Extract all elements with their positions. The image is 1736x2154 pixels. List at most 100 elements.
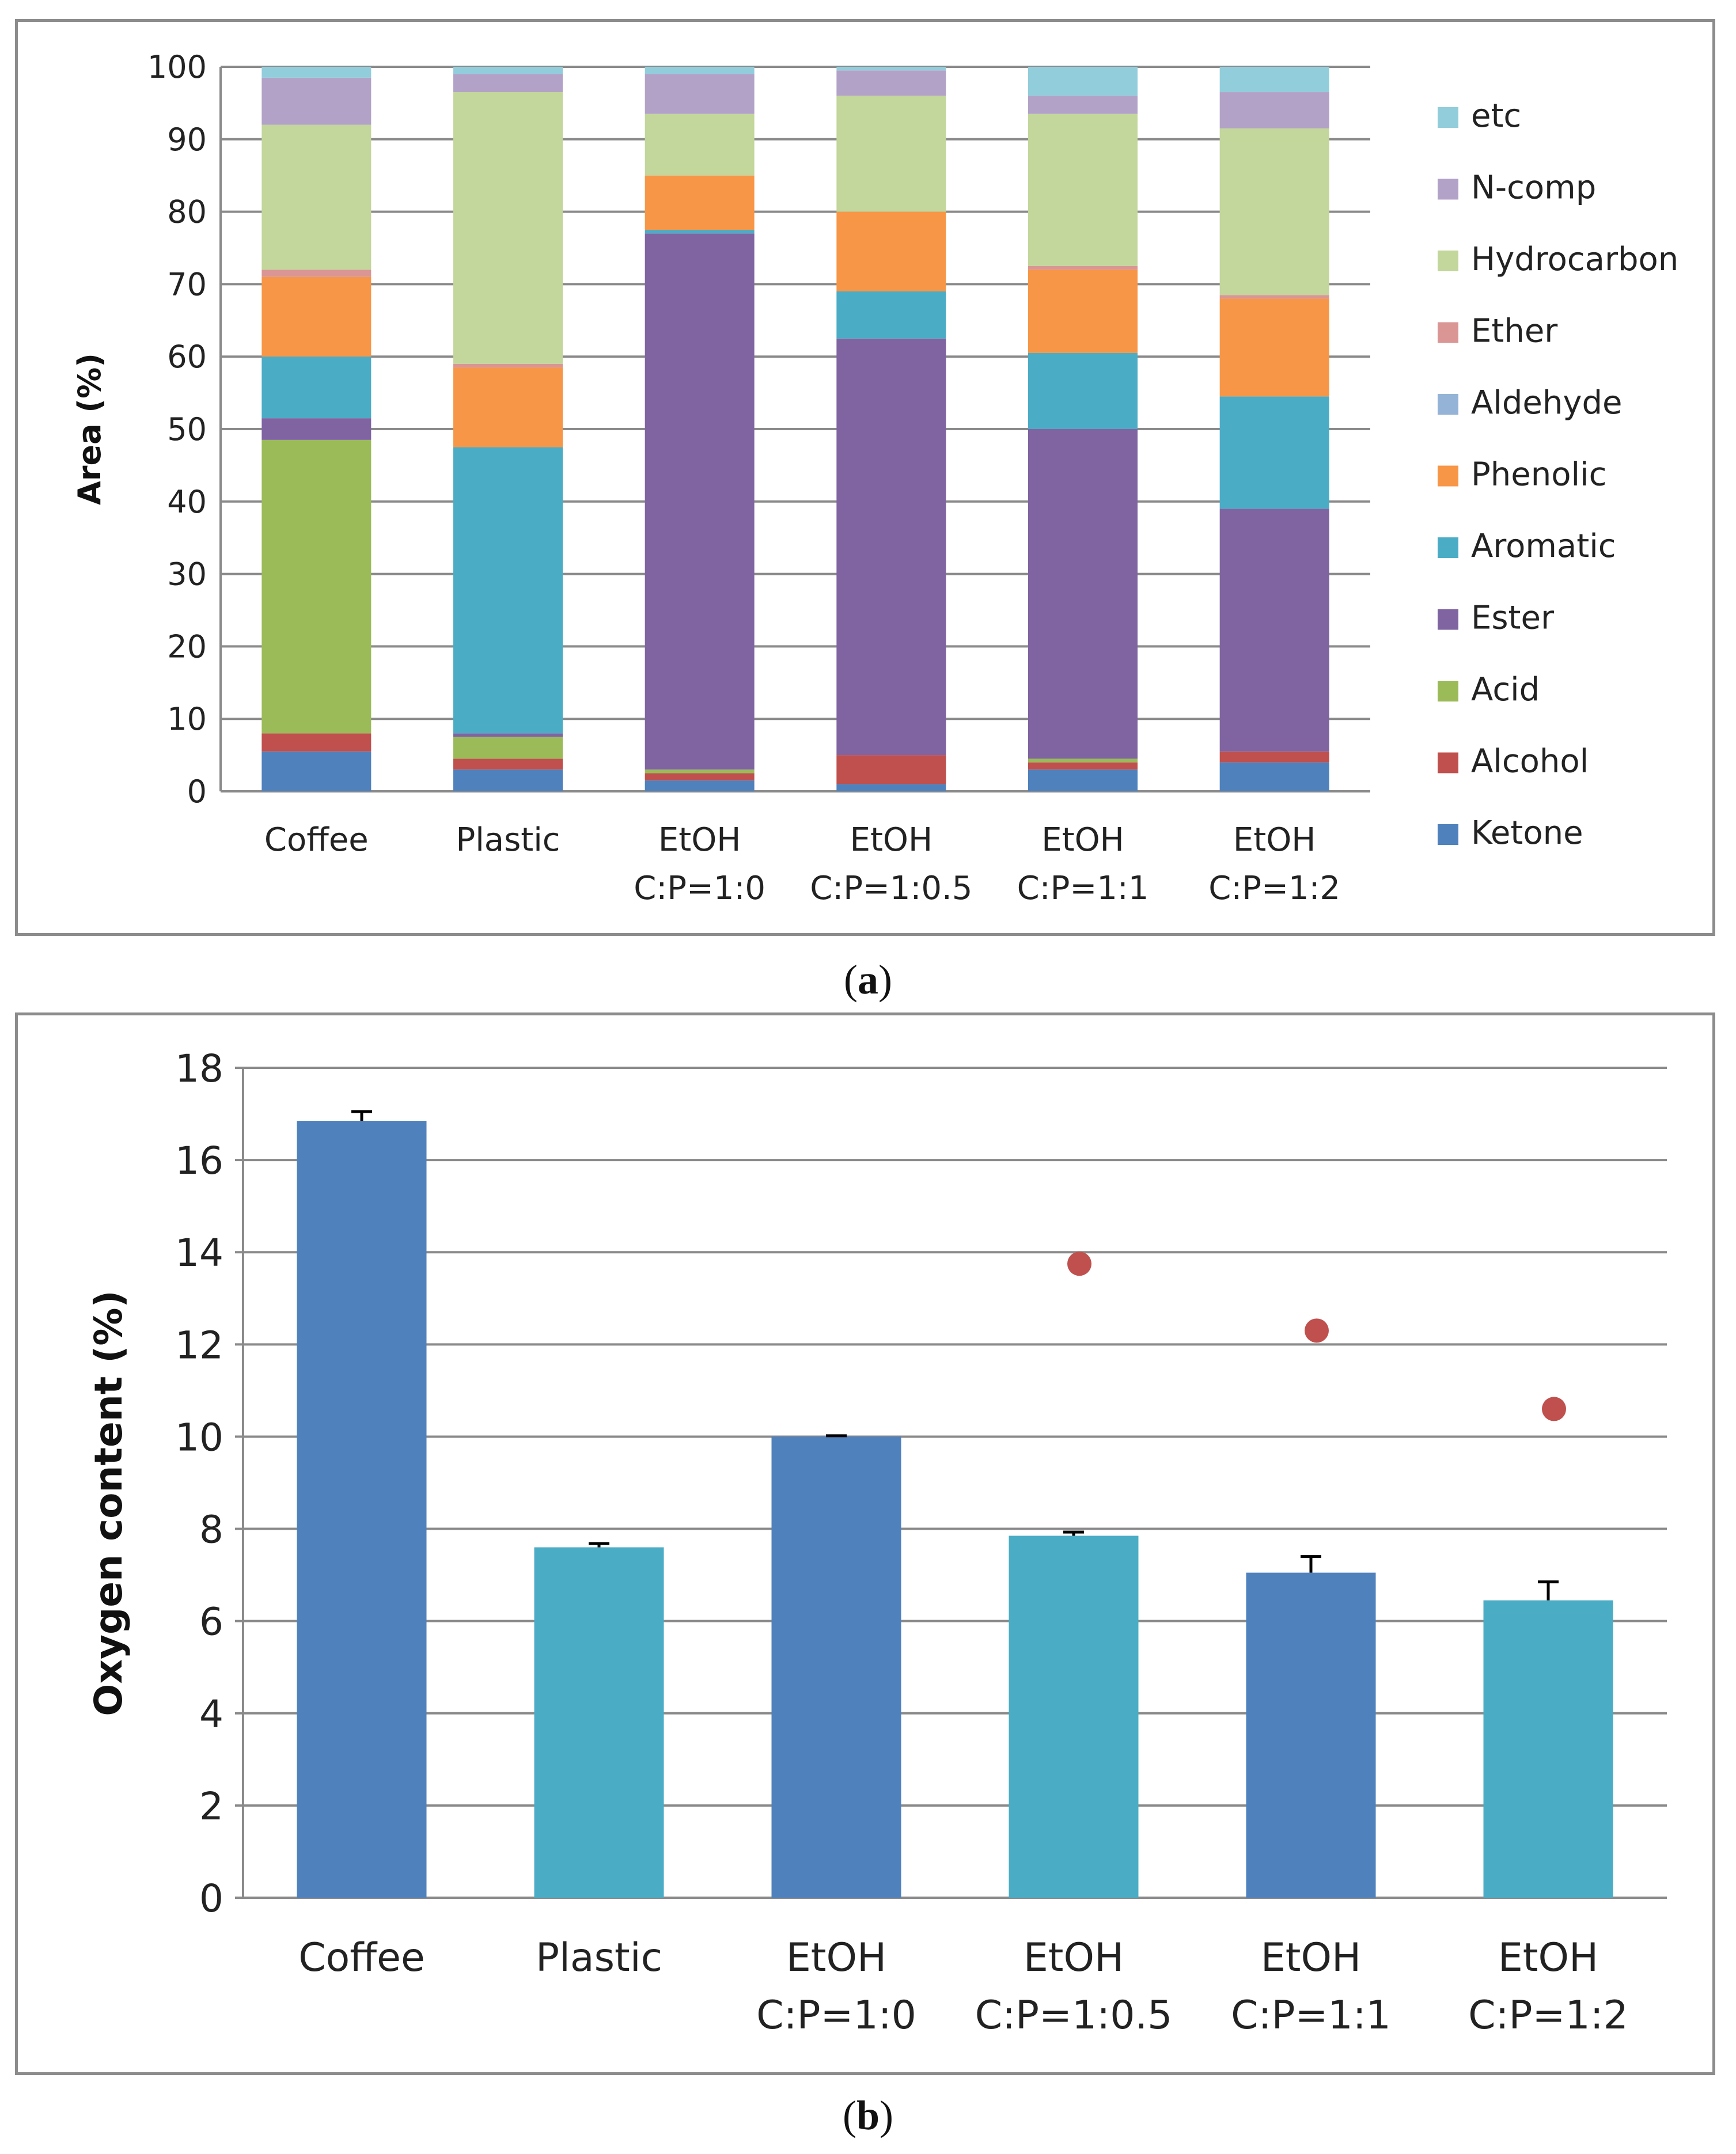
- x-tick-label: C:P=1:1: [1231, 1993, 1391, 2038]
- legend-label: Hydrocarbon: [1471, 241, 1678, 278]
- bar-segment-ester: [836, 338, 946, 756]
- bar-segment-acid: [1028, 759, 1138, 763]
- data-point: [1067, 1252, 1091, 1276]
- bar-segment-alcohol: [453, 759, 563, 770]
- y-tick-label: 30: [167, 556, 207, 593]
- stacked-bar-chart-panel: 0 10 20 30 40 50 60 70 80 90 100 Coffee Plastic EtOH C…: [15, 19, 1715, 936]
- y-axis-label: Area (%): [71, 353, 108, 505]
- bar-segment-ether: [453, 363, 563, 368]
- x-tick-label: C:P=1:0.5: [975, 1993, 1173, 2038]
- legend-label: Aromatic: [1471, 528, 1616, 565]
- y-tick-label: 14: [175, 1231, 223, 1275]
- y-tick-label: 0: [187, 773, 207, 810]
- bar-segment-aromatic: [836, 291, 946, 339]
- bar-segment-ketone: [261, 751, 372, 791]
- bar-segment-etc: [645, 67, 755, 74]
- bar-segment-etc: [453, 67, 563, 74]
- y-tick-label: 18: [175, 1046, 223, 1091]
- bar: [1483, 1600, 1613, 1898]
- y-axis-label: Oxygen content (%): [86, 1290, 131, 1716]
- y-tick-label: 10: [175, 1415, 223, 1459]
- bar-segment-ketone: [1219, 762, 1329, 791]
- caption-b-letter: b: [856, 2092, 880, 2138]
- bar-segment-n-comp: [645, 74, 755, 114]
- x-tick-label: EtOH: [1261, 1935, 1361, 1981]
- y-tick-label: 40: [167, 484, 207, 520]
- y-tick-label: 4: [199, 1692, 223, 1736]
- legend-label: Acid: [1471, 671, 1540, 708]
- legend-swatch: [1438, 107, 1458, 128]
- x-tick-label: C:P=1:0.5: [810, 870, 972, 907]
- legend-label: etc: [1471, 97, 1521, 135]
- bar-segment-alcohol: [1028, 762, 1138, 770]
- legend-swatch: [1438, 394, 1458, 415]
- stacked-bar-chart: 0 10 20 30 40 50 60 70 80 90 100 Coffee Plastic EtOH C…: [71, 49, 1678, 907]
- x-tick-label: C:P=1:2: [1208, 870, 1340, 907]
- bar-segment-phenolic: [836, 211, 946, 291]
- caption-a-letter: a: [858, 957, 878, 1003]
- caption-b: (b): [842, 2092, 893, 2138]
- bar-segment-phenolic: [645, 175, 755, 230]
- bar-segment-n-comp: [453, 74, 563, 93]
- y-tick-label: 10: [167, 701, 207, 737]
- bar-segment-n-comp: [836, 70, 946, 96]
- bar-segment-hydrocarbon: [836, 96, 946, 212]
- x-tick-label: EtOH: [1498, 1935, 1598, 1981]
- legend-swatch: [1438, 824, 1458, 845]
- bar: [1246, 1572, 1376, 1898]
- bar: [297, 1121, 427, 1898]
- bar-segment-aromatic: [453, 447, 563, 734]
- bar-segment-etc: [1028, 67, 1138, 96]
- bar-segment-acid: [645, 769, 755, 773]
- y-tick-label: 60: [167, 339, 207, 375]
- bar-segment-ester: [1219, 509, 1329, 752]
- bar-segment-ester: [453, 733, 563, 737]
- x-tick-label: EtOH: [658, 821, 741, 859]
- bar-segment-alcohol: [1219, 751, 1329, 763]
- legend-swatch: [1438, 465, 1458, 487]
- x-tick-label: Plastic: [536, 1935, 662, 1981]
- bar-segment-phenolic: [453, 367, 563, 448]
- bar-segment-alcohol: [645, 773, 755, 781]
- bar: [771, 1436, 901, 1898]
- bar: [1009, 1535, 1139, 1898]
- bar-segment-hydrocarbon: [453, 92, 563, 364]
- bar-segment-acid: [453, 737, 563, 759]
- legend-label: Alcohol: [1471, 743, 1589, 780]
- x-tick-label: EtOH: [1041, 821, 1124, 859]
- bar-segment-etc: [1219, 67, 1329, 93]
- data-point: [1305, 1318, 1329, 1343]
- y-tick-label: 12: [175, 1323, 223, 1367]
- x-tick-label: C:P=1:0: [756, 1993, 916, 2038]
- y-tick-label: 50: [167, 411, 207, 448]
- legend-swatch: [1438, 609, 1458, 630]
- bar-segment-etc: [836, 67, 946, 71]
- bar-segment-ester: [1028, 429, 1138, 759]
- legend-label: Ketone: [1471, 814, 1583, 852]
- legend-swatch: [1438, 752, 1458, 773]
- oxygen-bar-chart-panel: 0 2 4 6 8 10 12 14 16 18 Coffee Plastic EtOH C:P=1:0 E…: [15, 1012, 1715, 2075]
- bar-segment-ester: [261, 418, 372, 440]
- bar-segment-aromatic: [1219, 396, 1329, 509]
- legend-swatch: [1438, 537, 1458, 558]
- x-tick-label: EtOH: [1233, 821, 1316, 859]
- bar-segment-etc: [261, 67, 372, 78]
- y-tick-label: 0: [199, 1876, 223, 1921]
- bar: [534, 1547, 664, 1898]
- bar-segment-alcohol: [261, 733, 372, 752]
- y-tick-label: 8: [199, 1508, 223, 1552]
- x-tick-label: Coffee: [264, 821, 369, 859]
- legend-swatch: [1438, 251, 1458, 271]
- bar-segment-phenolic: [1219, 298, 1329, 397]
- bar-segment-ketone: [645, 780, 755, 791]
- x-tick-label: C:P=1:1: [1017, 870, 1149, 907]
- bar-segment-aromatic: [1028, 352, 1138, 429]
- y-tick-label: 70: [167, 266, 207, 302]
- y-tick-label: 90: [167, 122, 207, 158]
- legend-swatch: [1438, 681, 1458, 701]
- y-tick-label: 20: [167, 628, 207, 665]
- x-tick-label: EtOH: [786, 1935, 886, 1981]
- bar-segment-ester: [645, 233, 755, 770]
- legend-label: Aldehyde: [1471, 384, 1623, 422]
- y-tick-label: 80: [167, 194, 207, 230]
